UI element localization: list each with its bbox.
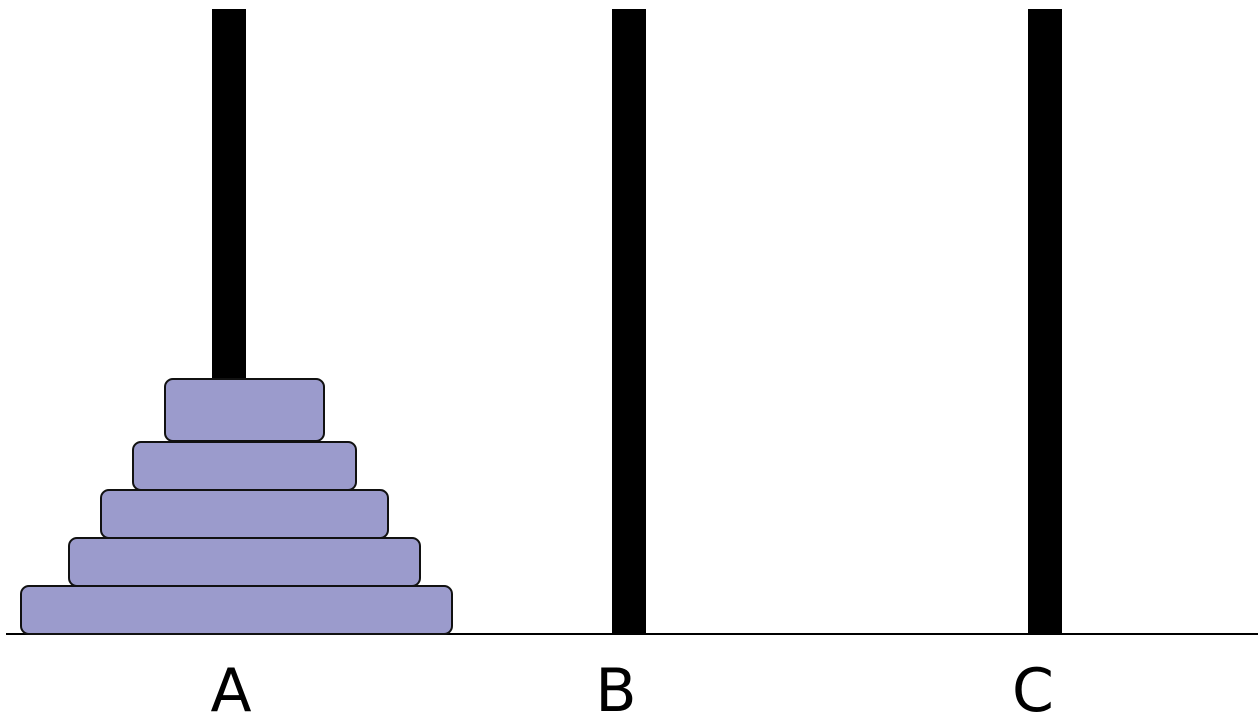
peg-label-b: B	[595, 656, 637, 726]
base-line	[6, 633, 1258, 635]
peg-c	[1028, 9, 1062, 635]
disk-2	[132, 441, 357, 491]
peg-b	[612, 9, 646, 635]
disk-3	[100, 489, 389, 539]
disk-1	[164, 378, 325, 442]
disk-4	[68, 537, 421, 587]
peg-label-a: A	[210, 656, 252, 726]
peg-label-c: C	[1012, 656, 1054, 726]
disk-5	[20, 585, 453, 635]
